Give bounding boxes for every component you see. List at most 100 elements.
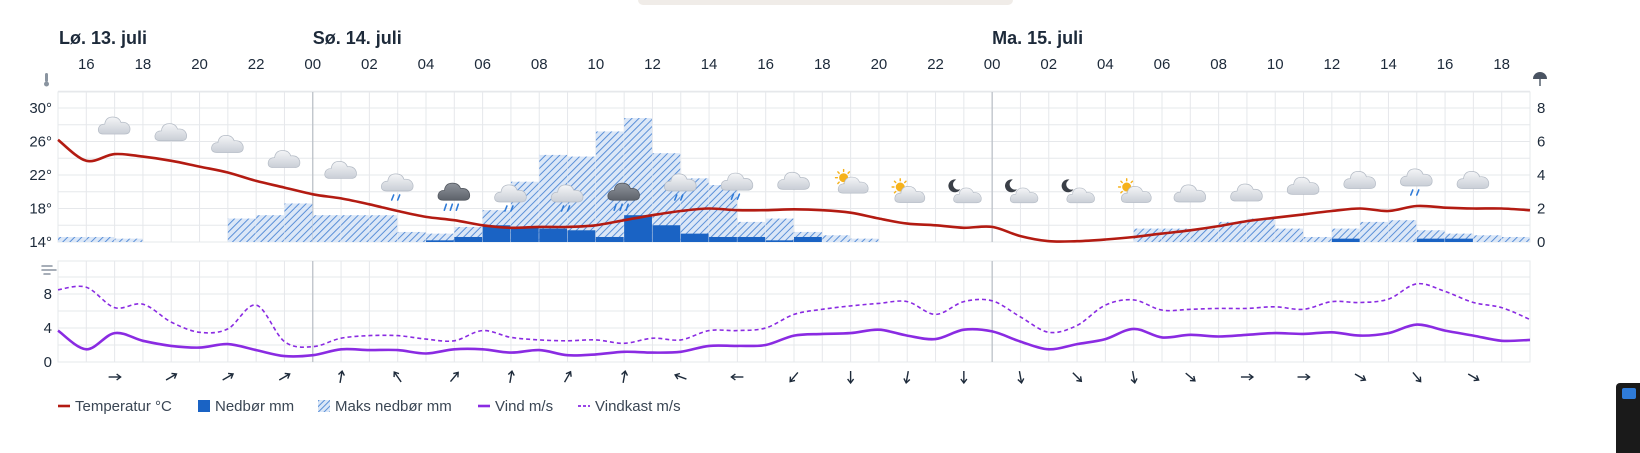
legend-item: Vind m/s [478, 398, 553, 415]
max-precipitation-bar [58, 236, 86, 242]
wind-line [57, 323, 1531, 358]
wind-direction-arrow [165, 372, 178, 381]
temperature-tick-label: 30° [29, 100, 52, 117]
wind-direction-arrow [108, 373, 122, 381]
max-precipitation-bar [1416, 230, 1445, 242]
wind-direction-arrow [960, 371, 968, 385]
wind-direction-arrow [222, 372, 235, 381]
wind-direction-arrow [1072, 372, 1083, 383]
wind-direction-arrow [1467, 373, 1480, 382]
precipitation-bar [680, 233, 709, 242]
gust-line [57, 282, 1531, 348]
max-precipitation-bar [1303, 236, 1332, 242]
dark-cloud-rain-icon [607, 182, 640, 212]
top-tab-indicator [638, 0, 1013, 5]
hour-tick-label: 18 [814, 56, 831, 73]
precipitation-bar [794, 236, 822, 242]
max-precipitation-bar [284, 203, 313, 242]
wind-direction-arrow [563, 370, 572, 383]
wind-direction-arrow [1185, 372, 1196, 382]
cloud-icon [1456, 171, 1490, 189]
temperature-line [57, 138, 1531, 243]
wind-direction-arrow [1130, 370, 1138, 385]
partly-cloudy-sun-icon [834, 168, 869, 194]
max-precipitation-bar [822, 235, 851, 242]
wind-direction-arrow [1017, 370, 1025, 385]
cloud-rain-light-icon [494, 184, 527, 212]
cloud-rain-light-icon [720, 172, 754, 200]
wind-direction-arrow [337, 369, 346, 384]
hour-tick-label: 04 [418, 56, 435, 73]
wind-direction-arrow [1354, 373, 1367, 382]
precipitation-bar [709, 236, 737, 242]
legend-swatch [198, 400, 210, 412]
plot-frame-bottom [57, 260, 1531, 363]
cloud-icon [211, 135, 244, 153]
cloud-rain-light-icon [381, 173, 414, 201]
cloud-icon [267, 150, 301, 168]
legend-label: Temperatur °C [75, 398, 172, 415]
cloud-icon [154, 123, 188, 142]
legend-label: Vind m/s [495, 398, 553, 415]
cloud-icon [1173, 184, 1207, 203]
precipitation-bar [1416, 238, 1445, 242]
precipitation-bar [426, 240, 454, 242]
partly-cloudy-moon-icon [1005, 179, 1039, 204]
temperature-tick-label: 22° [29, 167, 52, 184]
hour-tick-label: 16 [757, 56, 774, 73]
max-precipitation-bar [86, 236, 115, 242]
hour-tick-label: 08 [531, 56, 548, 73]
temperature-tick-label: 14° [29, 234, 52, 251]
wind-direction-arrow [1297, 373, 1311, 381]
wind-icon [41, 265, 57, 275]
legend: Temperatur °C Nedbør mm Maks nedbør mm Vind… [58, 398, 681, 415]
cloud-icon [1286, 176, 1320, 195]
max-precipitation-bar [397, 231, 426, 242]
max-precipitation-bar [1190, 228, 1219, 242]
max-precipitation-bar [709, 185, 737, 242]
max-precipitation-bar [369, 215, 398, 242]
wind-tick-label: 0 [44, 354, 52, 371]
hour-tick-label: 16 [78, 56, 95, 73]
hour-tick-label: 14 [701, 56, 718, 73]
cloud-icon [324, 160, 357, 179]
precipitation-bar [539, 228, 568, 242]
dark-cloud-rain-icon [437, 182, 471, 212]
legend-item: Temperatur °C [58, 398, 172, 415]
hour-tick-label: 06 [474, 56, 491, 73]
hour-tick-label: 02 [1040, 56, 1057, 73]
hour-tick-label: 10 [1267, 56, 1284, 73]
hour-tick-label: 00 [304, 56, 321, 73]
hour-tick-label: 20 [191, 56, 208, 73]
max-precipitation-bar [114, 238, 143, 242]
partly-cloudy-sun-icon [891, 178, 926, 203]
max-precipitation-bar [1246, 218, 1275, 242]
precipitation-bar [454, 236, 483, 242]
max-precipitation-bar [1388, 220, 1417, 242]
wind-direction-arrow [449, 371, 459, 383]
hour-tick-label: 10 [588, 56, 605, 73]
max-precipitation-bar [256, 215, 284, 242]
wind-direction-arrow [507, 369, 515, 384]
max-precipitation-bar [1445, 233, 1473, 242]
wind-direction-arrow [730, 373, 744, 381]
temperature-tick-label: 26° [29, 134, 52, 151]
max-precipitation-bar [312, 215, 341, 242]
day-label: Lø. 13. juli [59, 28, 147, 48]
hour-tick-label: 12 [644, 56, 661, 73]
keyboard-icon [1622, 388, 1636, 399]
precipitation-tick-label: 8 [1537, 100, 1545, 117]
precipitation-bar [737, 236, 766, 242]
hour-tick-label: 04 [1097, 56, 1114, 73]
hour-tick-label: 00 [984, 56, 1001, 73]
legend-swatch [318, 400, 330, 412]
cloud-rain-light-icon [664, 173, 697, 201]
partly-cloudy-moon-icon [1061, 179, 1095, 204]
hour-tick-label: 02 [361, 56, 378, 73]
hour-tick-label: 06 [1154, 56, 1171, 73]
max-precipitation-bar [850, 238, 879, 242]
partly-cloudy-sun-icon [1117, 178, 1152, 203]
wind-tick-label: 4 [44, 320, 52, 337]
cloud-icon [1343, 171, 1376, 189]
wind-direction-arrow [621, 369, 629, 384]
